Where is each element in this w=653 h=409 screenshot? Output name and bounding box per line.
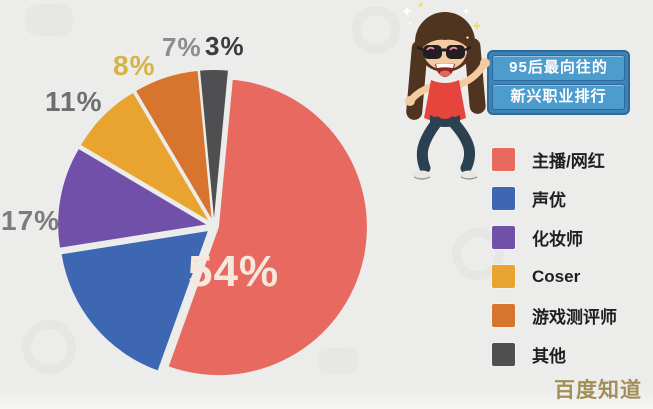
chart-title-line-1: 95后最向往的 xyxy=(492,55,625,81)
chart-title-line-2: 新兴职业排行 xyxy=(492,84,625,110)
legend-label: 其他 xyxy=(532,347,566,366)
bangs xyxy=(423,29,467,47)
sparkle-icon: ✦ xyxy=(417,0,425,10)
pie-percentage-label: 3% xyxy=(205,31,245,61)
legend-item: 游戏测评师 xyxy=(492,304,617,327)
legend-swatch xyxy=(492,226,515,249)
red-top xyxy=(424,80,466,123)
legend-swatch xyxy=(492,265,515,288)
legend-item: 声优 xyxy=(492,187,617,210)
background-watermark xyxy=(22,320,76,374)
sparkle-icon: ✦ xyxy=(462,7,471,18)
sunglasses-icon xyxy=(416,45,472,59)
legend-label: 化妆师 xyxy=(532,230,583,249)
pie-percentage-label: 8% xyxy=(113,50,156,81)
legend-label: 主播/网红 xyxy=(532,152,605,171)
sparkle-icon: ✚ xyxy=(403,7,412,18)
legend-label: 声优 xyxy=(532,191,566,210)
legend-item: 化妆师 xyxy=(492,226,617,249)
background-watermark xyxy=(318,348,358,374)
pie-slice-0 xyxy=(168,79,367,376)
legend-item: 其他 xyxy=(492,343,617,366)
sparkle-icon: ✚ xyxy=(473,21,481,31)
right-hand xyxy=(480,58,490,68)
pie-slice-3 xyxy=(80,92,209,221)
pie-percentage-label: 54% xyxy=(188,247,280,296)
background-watermark xyxy=(352,6,400,54)
pie-slice-4 xyxy=(136,71,212,219)
sparkle-icon: ● xyxy=(409,21,413,27)
pie-percentage-label: 7% xyxy=(162,32,202,62)
legend-item: 主播/网红 xyxy=(492,148,617,171)
mouth xyxy=(435,63,455,77)
sparkle-icon: ● xyxy=(466,35,470,41)
pie-percentage-label: 17% xyxy=(1,205,61,236)
pie-percentage-label: 11% xyxy=(45,86,103,117)
brand-watermark: 百度知道 xyxy=(554,379,642,402)
dancing-girl-illustration xyxy=(405,12,490,180)
background-watermark xyxy=(25,4,73,36)
pants xyxy=(416,115,476,174)
pie-chart xyxy=(58,70,367,376)
legend: 主播/网红 声优 化妆师 Coser 游戏测评师 其他 xyxy=(492,148,617,382)
legend-swatch xyxy=(492,343,515,366)
legend-swatch xyxy=(492,304,515,327)
pie-slice-2 xyxy=(58,149,207,248)
shoes xyxy=(413,170,478,180)
background-watermark xyxy=(452,228,504,280)
left-hand xyxy=(405,96,415,106)
chart-title-box: 95后最向往的 新兴职业排行 xyxy=(487,50,630,115)
pie-slice-5 xyxy=(200,70,228,218)
legend-swatch xyxy=(492,148,515,171)
pie-slice-1 xyxy=(61,231,208,371)
legend-label: Coser xyxy=(532,266,581,286)
legend-item: Coser xyxy=(492,265,617,288)
legend-label: 游戏测评师 xyxy=(532,308,617,327)
legend-swatch xyxy=(492,187,515,210)
